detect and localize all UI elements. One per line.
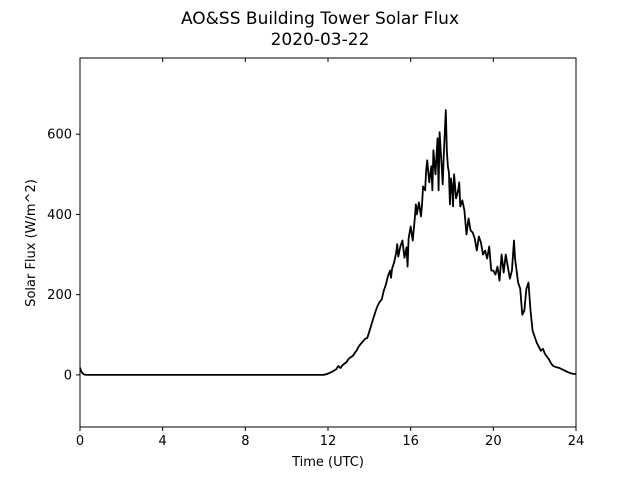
y-tick-label: 400	[47, 208, 72, 223]
series-line-0	[79, 109, 577, 376]
x-axis-label: Time (UTC)	[291, 455, 364, 470]
x-tick-label: 4	[159, 434, 167, 449]
y-axis-label: Solar Flux (W/m^2)	[24, 179, 39, 307]
y-tick-label: 200	[47, 288, 72, 303]
x-tick-label: 16	[402, 434, 419, 449]
x-tick-label: 24	[568, 434, 585, 449]
x-tick-label: 0	[76, 434, 84, 449]
chart-title: AO&SS Building Tower Solar Flux	[181, 9, 459, 29]
y-tick-label: 0	[64, 368, 72, 383]
plot-area	[79, 109, 577, 376]
x-tick-label: 20	[485, 434, 502, 449]
chart-subtitle: 2020-03-22	[271, 30, 370, 50]
x-axis: 0 4 8 12 16 20 24	[76, 58, 584, 449]
x-tick-label: 8	[241, 434, 249, 449]
y-axis: 0 200 400 600	[47, 128, 80, 383]
y-tick-label: 600	[47, 128, 72, 143]
x-tick-label: 12	[320, 434, 337, 449]
